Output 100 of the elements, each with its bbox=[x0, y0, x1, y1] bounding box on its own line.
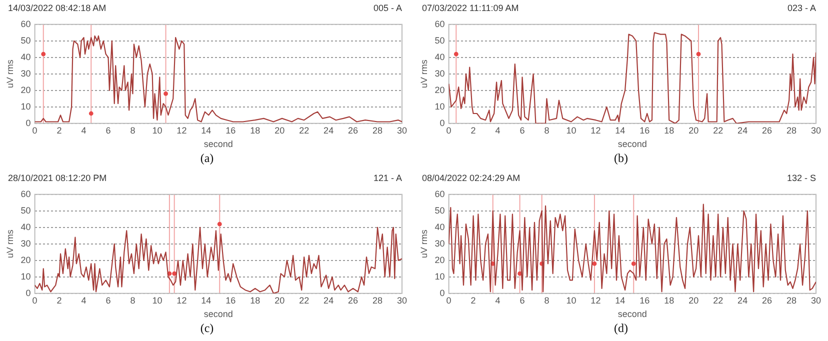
x-tick-label: 10 bbox=[566, 295, 576, 306]
x-tick-label: 10 bbox=[152, 295, 162, 306]
y-tick-label: 60 bbox=[434, 18, 445, 29]
x-tick-label: 28 bbox=[372, 125, 383, 136]
x-tick-label: 12 bbox=[176, 295, 187, 306]
x-tick-label: 20 bbox=[274, 295, 285, 306]
x-tick-label: 26 bbox=[762, 295, 772, 306]
y-tick-label: 40 bbox=[434, 52, 445, 62]
y-tick-label: 20 bbox=[20, 254, 31, 265]
x-axis-title: second bbox=[204, 309, 233, 320]
text: (d) bbox=[613, 321, 629, 337]
x-tick-label: 16 bbox=[226, 125, 236, 136]
y-tick-label: 40 bbox=[20, 222, 31, 232]
y-tick-label: 0 bbox=[440, 288, 445, 298]
x-tick-label: 30 bbox=[810, 125, 822, 136]
x-tick-label: 16 bbox=[640, 125, 650, 136]
y-tick-label: 0 bbox=[440, 118, 445, 128]
y-tick-label: 60 bbox=[20, 18, 31, 29]
x-tick-label: 0 bbox=[32, 295, 38, 306]
point bbox=[41, 52, 46, 56]
x-tick-label: 2 bbox=[56, 295, 62, 306]
chart-title: 08/04/2022 02:24:29 AM bbox=[422, 173, 520, 185]
x-tick-label: 18 bbox=[250, 295, 260, 306]
chart-subtitle: 121 - A bbox=[373, 173, 402, 185]
chart-subtitle: 005 - A bbox=[373, 3, 402, 15]
x-tick-label: 30 bbox=[396, 295, 408, 306]
x-tick-label: 8 bbox=[130, 125, 136, 136]
x-tick-label: 4 bbox=[495, 295, 500, 306]
chart-subtitle: 132 - S bbox=[786, 173, 816, 185]
x-tick-label: 28 bbox=[786, 125, 797, 136]
y-tick-label: 40 bbox=[434, 222, 445, 232]
x-tick-label: 2 bbox=[470, 125, 476, 136]
y-tick-label: 40 bbox=[20, 52, 31, 62]
x-tick-label: 0 bbox=[446, 295, 452, 306]
x-tick-label: 26 bbox=[348, 125, 358, 136]
y-tick-label: 50 bbox=[20, 35, 31, 46]
x-tick-label: 16 bbox=[226, 295, 236, 306]
y-tick-label: 60 bbox=[20, 188, 31, 199]
y-tick-label: 0 bbox=[26, 288, 31, 298]
x-tick-label: 26 bbox=[762, 125, 772, 136]
x-tick-label: 12 bbox=[590, 125, 601, 136]
y-axis-title: uV rms bbox=[4, 59, 15, 88]
y-tick-label: 10 bbox=[434, 271, 445, 282]
x-tick-label: 24 bbox=[324, 125, 334, 136]
x-tick-label: 10 bbox=[152, 125, 162, 136]
x-tick-label: 22 bbox=[299, 295, 310, 306]
x-tick-label: 30 bbox=[396, 125, 408, 136]
chart-title: 28/10/2021 08:12:20 PM bbox=[8, 173, 107, 185]
x-tick-label: 10 bbox=[566, 125, 576, 136]
x-tick-label: 6 bbox=[106, 295, 111, 306]
x-axis-title: second bbox=[618, 309, 647, 320]
x-tick-label: 4 bbox=[81, 125, 86, 136]
chart-title: 14/03/2022 08:42:18 AM bbox=[8, 3, 106, 15]
x-tick-label: 4 bbox=[81, 295, 86, 306]
point bbox=[88, 111, 94, 116]
y-tick-label: 10 bbox=[434, 101, 445, 112]
x-tick-label: 12 bbox=[590, 295, 601, 306]
x-tick-label: 26 bbox=[348, 295, 358, 306]
x-tick-label: 14 bbox=[201, 295, 212, 306]
x-tick-label: 8 bbox=[544, 125, 550, 136]
x-tick-label: 28 bbox=[786, 295, 797, 306]
y-tick-label: 50 bbox=[434, 35, 445, 46]
x-tick-label: 16 bbox=[640, 295, 650, 306]
text: (b) bbox=[613, 151, 629, 167]
y-tick-label: 30 bbox=[434, 238, 445, 248]
chart-subtitle: 023 - A bbox=[787, 3, 816, 15]
x-tick-label: 28 bbox=[372, 295, 383, 306]
x-tick-label: 6 bbox=[520, 125, 525, 136]
x-tick-label: 8 bbox=[130, 295, 136, 306]
x-axis-title: second bbox=[204, 139, 233, 150]
x-tick-label: 24 bbox=[324, 295, 334, 306]
y-tick-label: 50 bbox=[20, 205, 31, 216]
y-tick-label: 50 bbox=[434, 205, 445, 216]
x-tick-label: 20 bbox=[688, 295, 699, 306]
x-tick-label: 14 bbox=[201, 125, 212, 136]
point bbox=[164, 92, 168, 96]
x-tick-label: 22 bbox=[713, 125, 724, 136]
x-tick-label: 12 bbox=[176, 125, 187, 136]
x-tick-label: 0 bbox=[446, 125, 452, 136]
x-tick-label: 30 bbox=[810, 295, 822, 306]
x-tick-label: 24 bbox=[738, 295, 748, 306]
x-tick-label: 18 bbox=[664, 295, 674, 306]
x-tick-label: 6 bbox=[520, 295, 525, 306]
x-tick-label: 6 bbox=[106, 125, 111, 136]
x-tick-label: 20 bbox=[688, 125, 699, 136]
text: (c) bbox=[199, 321, 215, 337]
x-axis-title: second bbox=[618, 139, 647, 150]
x-tick-label: 22 bbox=[713, 295, 724, 306]
y-tick-label: 10 bbox=[20, 271, 31, 282]
x-tick-label: 8 bbox=[544, 295, 550, 306]
x-tick-label: 14 bbox=[615, 125, 626, 136]
y-tick-label: 30 bbox=[20, 238, 31, 248]
x-tick-label: 14 bbox=[615, 295, 626, 306]
y-tick-label: 20 bbox=[20, 84, 31, 95]
y-tick-label: 0 bbox=[26, 118, 31, 128]
x-tick-label: 18 bbox=[250, 125, 260, 136]
y-tick-label: 30 bbox=[20, 68, 31, 78]
x-tick-label: 0 bbox=[32, 125, 38, 136]
y-tick-label: 20 bbox=[434, 84, 445, 95]
x-tick-label: 18 bbox=[664, 125, 674, 136]
